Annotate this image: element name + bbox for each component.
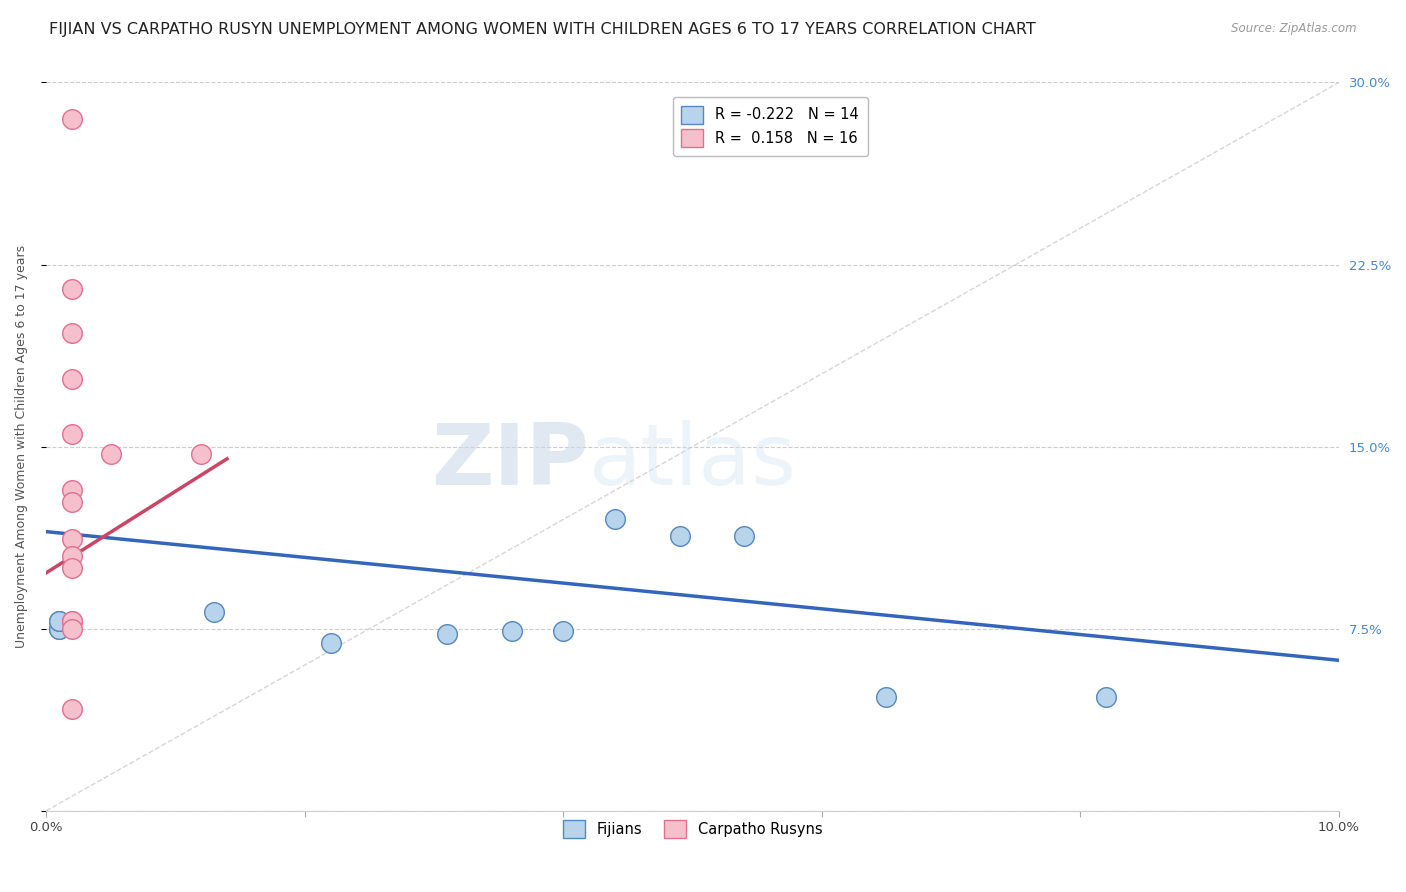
Point (603, 512, 626, 526)
Point (319, 636, 342, 650)
Point (668, 529, 690, 543)
Point (60, 615, 83, 629)
Point (60, 372, 83, 386)
Point (60, 112, 83, 126)
Point (733, 529, 755, 543)
Text: Source: ZipAtlas.com: Source: ZipAtlas.com (1232, 22, 1357, 36)
Point (501, 624, 523, 639)
Point (190, 447, 212, 461)
Text: ZIP: ZIP (432, 420, 589, 503)
Point (60, 561, 83, 575)
Text: FIJIAN VS CARPATHO RUSYN UNEMPLOYMENT AMONG WOMEN WITH CHILDREN AGES 6 TO 17 YEA: FIJIAN VS CARPATHO RUSYN UNEMPLOYMENT AM… (49, 22, 1036, 37)
Point (48, 615, 70, 629)
Point (60, 483, 83, 498)
Point (48, 622, 70, 636)
Point (60, 427, 83, 442)
Point (60, 615, 83, 629)
Point (60, 702, 83, 716)
Point (100, 447, 122, 461)
Point (48, 615, 70, 629)
Point (60, 532, 83, 546)
Point (60, 549, 83, 563)
Point (876, 690, 898, 704)
Point (202, 605, 225, 619)
Point (436, 626, 458, 640)
Point (60, 326, 83, 340)
Point (48, 622, 70, 636)
Point (1095, 690, 1118, 704)
Point (60, 495, 83, 509)
Point (60, 622, 83, 636)
Point (553, 624, 575, 639)
Legend: Fijians, Carpatho Rusyns: Fijians, Carpatho Rusyns (557, 814, 828, 844)
Point (60, 282, 83, 296)
Y-axis label: Unemployment Among Women with Children Ages 6 to 17 years: Unemployment Among Women with Children A… (15, 245, 28, 648)
Text: atlas: atlas (589, 420, 797, 503)
